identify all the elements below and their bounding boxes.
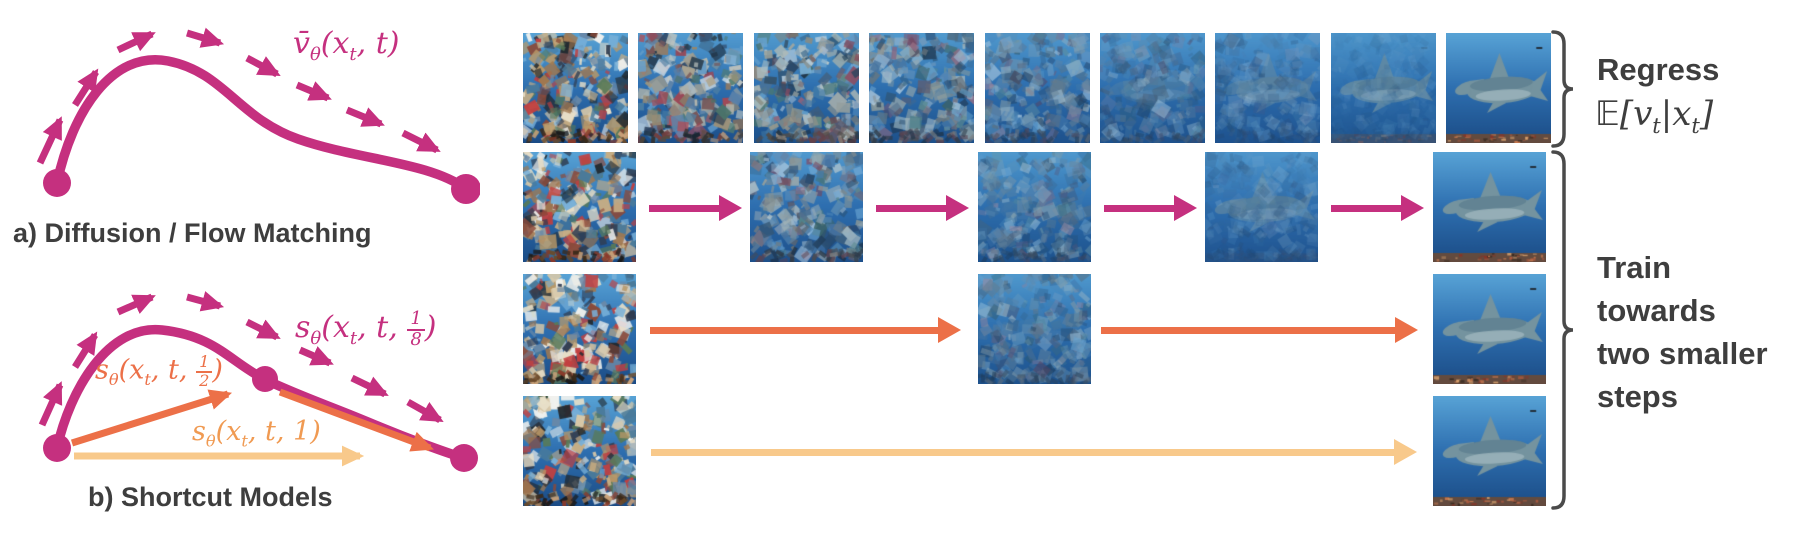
flow-velocity-dashed-arrows (36, 27, 441, 165)
panel-a-flow-matching (36, 27, 480, 204)
one-step-strip-arrow-0 (651, 439, 1417, 465)
label-shortcut-eighth: sθ(xt, t, 1 8) (295, 308, 437, 350)
four-step-strip-arrow-1 (876, 195, 969, 221)
braces (1551, 30, 1574, 510)
denoise-frame-four-step-strip-3 (1205, 152, 1318, 262)
denoise-frame-four-step-strip-4 (1433, 152, 1546, 262)
denoise-frame-one-step-strip-0 (523, 396, 636, 506)
denoise-frame-four-step-strip-0 (523, 152, 636, 262)
denoise-frame-two-step-strip-2 (1433, 274, 1546, 384)
denoise-frame-regress-strip-2 (754, 33, 859, 143)
denoise-frame-regress-strip-5 (1100, 33, 1205, 143)
shortcut-start-dot (43, 434, 71, 462)
four-step-strip-arrow-0 (649, 195, 742, 221)
two-step-strip-arrow-0 (650, 317, 961, 343)
train-brace (1551, 150, 1574, 510)
panel-b-shortcut-models (38, 291, 478, 472)
shortcut-dashed-arrows (38, 291, 444, 427)
flow-trajectory-curve (52, 55, 471, 194)
denoise-frame-regress-strip-0 (523, 33, 628, 143)
denoise-frame-two-step-strip-0 (523, 274, 636, 384)
denoise-frame-regress-strip-6 (1215, 33, 1320, 143)
denoise-frame-regress-strip-8 (1446, 33, 1551, 143)
train-towards-label: Train towards two smaller steps (1597, 250, 1768, 414)
four-step-strip-arrow-2 (1104, 195, 1197, 221)
panel-a-caption: a) Diffusion / Flow Matching (13, 218, 372, 248)
denoise-frame-regress-strip-3 (869, 33, 974, 143)
denoise-frame-four-step-strip-1 (750, 152, 863, 262)
denoise-frame-two-step-strip-1 (978, 274, 1091, 384)
label-shortcut-half: sθ(xt, t, 1 2) (95, 352, 223, 390)
label-shortcut-one: sθ(xt, t, 1) (192, 416, 321, 451)
denoise-frame-regress-strip-7 (1331, 33, 1436, 143)
trajectory-diagrams (36, 27, 480, 472)
denoise-frame-four-step-strip-2 (978, 152, 1091, 262)
label-flow-velocity: v̄θ(xt, t) (293, 26, 400, 65)
two-step-strip-arrow-1 (1101, 317, 1418, 343)
regress-label: Regress (1597, 52, 1720, 87)
denoise-frame-regress-strip-4 (985, 33, 1090, 143)
shortcut-half-step-arrow-2 (278, 388, 434, 452)
trajectory-start-dot (43, 169, 71, 197)
shortcut-half-step-arrow (70, 389, 233, 447)
panel-b-caption: b) Shortcut Models (88, 482, 333, 512)
denoise-frame-one-step-strip-1 (1433, 396, 1546, 506)
shortcut-end-dot (450, 444, 478, 472)
shortcut-middle-dot (252, 366, 278, 392)
regress-expectation-math: 𝔼[vt|xt] (1595, 94, 1714, 138)
denoise-frame-regress-strip-1 (638, 33, 743, 143)
trajectory-end-dot (451, 174, 480, 204)
four-step-strip-arrow-3 (1331, 195, 1424, 221)
regress-brace (1551, 30, 1574, 148)
